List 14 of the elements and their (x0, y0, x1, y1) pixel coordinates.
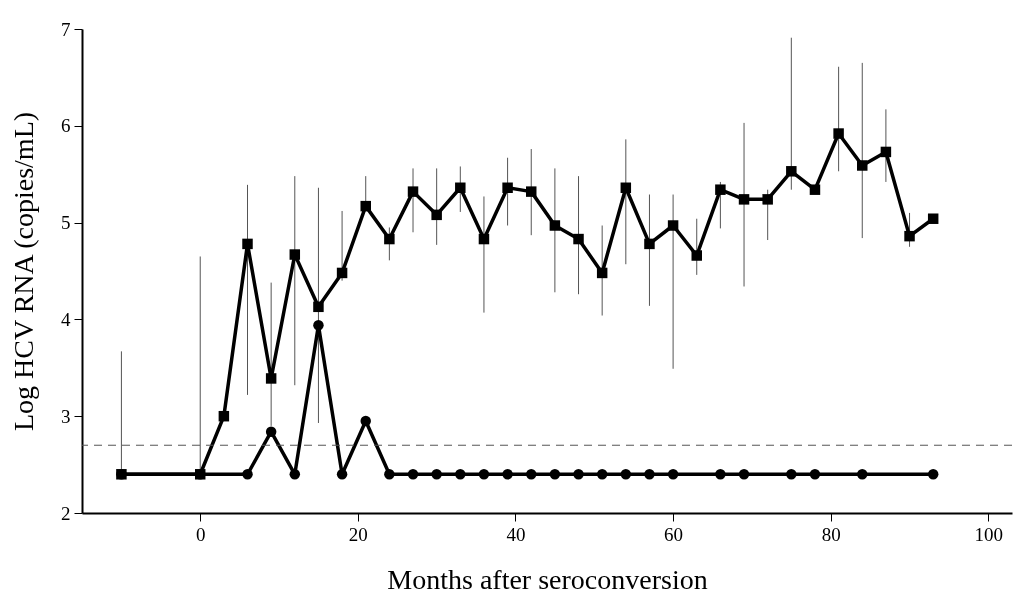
y-tick-label: 4 (61, 308, 71, 330)
x-axis-title: Months after seroconversion (387, 563, 708, 595)
x-tick-label: 0 (195, 523, 206, 545)
y-tick-label: 7 (61, 18, 71, 40)
y-tick-label: 5 (61, 212, 71, 234)
x-tick-label: 20 (348, 523, 368, 545)
x-tick-label: 40 (506, 523, 526, 545)
x-tick-label: 60 (664, 523, 684, 545)
x-tick-label: 80 (821, 523, 841, 545)
y-tick-label: 2 (61, 502, 71, 524)
y-axis-title: Log HCV RNA (copies/mL) (8, 111, 39, 432)
y-tick-label: 6 (61, 115, 71, 137)
y-tick-label: 3 (61, 405, 71, 427)
x-tick-label: 100 (974, 523, 1004, 545)
